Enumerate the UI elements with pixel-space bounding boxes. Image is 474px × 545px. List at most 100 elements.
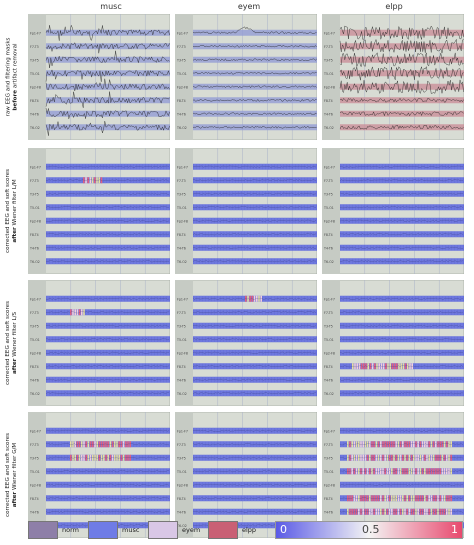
channel-label: T4-T6 [323, 246, 333, 250]
channel-label: T5-O1 [176, 470, 187, 474]
panel-eyem-row0: Fp1-F7 F7-T3 T3-T5 T5-O1 Fp2-F8 F8-T4 T4-T6 T6-… [175, 14, 317, 140]
channel-label: Fp1-F7 [30, 165, 41, 169]
channel-label: Fp2-F8 [30, 483, 41, 487]
channel-label: F8-T4 [177, 497, 186, 501]
legend-item-norm: norm [28, 521, 79, 539]
channel-label: T6-O2 [176, 126, 187, 130]
row-label-3: corrected EEG and soft scores after Wiene… [5, 433, 18, 517]
channel-label: F7-T3 [177, 443, 186, 447]
channel-label: T3-T5 [176, 324, 186, 328]
channel-label: T3-T5 [323, 192, 333, 196]
channel-label: Fp1-F7 [324, 31, 335, 35]
channel-label: T4-T6 [29, 510, 39, 514]
panel-eyem-row2: Fp1-F7 F7-T3 T3-T5 T5-O1 Fp2-F8 F8-T4 T4-T6 T6-… [175, 280, 317, 406]
channel-label: T5-O1 [176, 72, 187, 76]
channel-label: T5-O1 [29, 206, 40, 210]
channel-label: T6-O2 [29, 392, 40, 396]
channel-label: T3-T5 [323, 58, 333, 62]
channel-label: Fp1-F7 [30, 31, 41, 35]
channel-label: F8-T4 [177, 233, 186, 237]
panel-eyem-row1: Fp1-F7 F7-T3 T3-T5 T5-O1 Fp2-F8 F8-T4 T4-T6 T6-… [175, 148, 317, 274]
panel-musc-row1: Fp1-F7 F7-T3 T3-T5 T5-O1 Fp2-F8 F8-T4 T4-T6 T6-… [28, 148, 170, 274]
legend-item-eyem: eyem [148, 521, 200, 539]
channel-label: T3-T5 [29, 456, 39, 460]
row-label-0: raw EEG and filtering masks before artifa… [5, 37, 19, 117]
channel-label: Fp2-F8 [177, 85, 188, 89]
channel-label: T6-O2 [29, 260, 40, 264]
channel-label: T4-T6 [176, 112, 186, 116]
channel-label: T5-O1 [176, 206, 187, 210]
colorbar-mid-label: 0.5 [362, 523, 380, 536]
channel-label: F7-T3 [177, 311, 186, 315]
channel-label: Fp2-F8 [177, 351, 188, 355]
channel-label: Fp2-F8 [177, 483, 188, 487]
panel-elpp-row1: Fp1-F7 F7-T3 T3-T5 T5-O1 Fp2-F8 F8-T4 T4-T6 T6-… [322, 148, 464, 274]
channel-label: T5-O1 [29, 72, 40, 76]
legend-label-norm: norm [62, 526, 79, 534]
channel-label: T5-O1 [323, 338, 334, 342]
panel-musc-row3: Fp1-F7F7-T3T3-T5T5-O1Fp2-F8F8-T4T4-T6T6-… [28, 412, 170, 538]
panel-eyem-row3: Fp1-F7 F7-T3 T3-T5 T5-O1 Fp2-F8 F8-T4 T4-T6 T6-… [175, 412, 317, 538]
channel-label: T3-T5 [323, 324, 333, 328]
channel-label: F8-T4 [324, 233, 333, 237]
channel-label: Fp1-F7 [177, 429, 188, 433]
channel-label: T6-O2 [176, 260, 187, 264]
channel-label: T4-T6 [176, 246, 186, 250]
channel-label: Fp2-F8 [177, 219, 188, 223]
colorbar-max-label: 1 [451, 523, 458, 536]
channel-label: F7-T3 [30, 45, 39, 49]
channel-label: T5-O1 [176, 338, 187, 342]
channel-label: T6-O2 [323, 260, 334, 264]
channel-label: F8-T4 [30, 365, 39, 369]
channel-label: Fp2-F8 [324, 219, 335, 223]
channel-label: T4-T6 [29, 112, 39, 116]
panel-elpp-row2: Fp1-F7 F7-T3 T3-T5 T5-O1 Fp2-F8 F8-T4 T4-T6 T6-… [322, 280, 464, 406]
channel-label: F7-T3 [324, 179, 333, 183]
channel-label: Fp1-F7 [324, 297, 335, 301]
channel-label: T4-T6 [323, 378, 333, 382]
channel-label: F7-T3 [30, 311, 39, 315]
channel-label: Fp1-F7 [177, 165, 188, 169]
channel-label: F7-T3 [324, 311, 333, 315]
legend-label-eyem: eyem [182, 526, 201, 534]
channel-label: F7-T3 [324, 45, 333, 49]
channel-label: F8-T4 [30, 99, 39, 103]
column-title-eyem: eyem [237, 2, 261, 11]
channel-label: Fp1-F7 [324, 429, 335, 433]
channel-label: T4-T6 [323, 112, 333, 116]
channel-label: T3-T5 [323, 456, 333, 460]
channel-label: T4-T6 [176, 378, 186, 382]
channel-label: F7-T3 [324, 443, 333, 447]
channel-label: F7-T3 [177, 179, 186, 183]
panel-musc-row2: Fp1-F7 F7-T3 T3-T5 T5-O1 Fp2-F8 F8-T4 T4-T6 T6-… [28, 280, 170, 406]
channel-label: T3-T5 [176, 192, 186, 196]
channel-label: F8-T4 [30, 233, 39, 237]
panel-elpp-row0: Fp1-F7 F7-T3 T3-T5 T5-O1 Fp2-F8 F8-T4 T4-T6 T6-… [322, 14, 464, 140]
channel-label: F8-T4 [324, 99, 333, 103]
channel-label: F7-T3 [177, 45, 186, 49]
column-title-musc: musc [100, 2, 122, 11]
channel-label: T4-T6 [29, 378, 39, 382]
legend-label-elpp: elpp [242, 526, 257, 534]
channel-label: F7-T3 [30, 443, 39, 447]
channel-label: T6-O2 [176, 392, 187, 396]
legend-swatch-musc [88, 521, 118, 539]
legend-item-elpp: elpp [208, 521, 256, 539]
colorbar-min-label: 0 [280, 523, 287, 536]
channel-label: T5-O1 [29, 338, 40, 342]
channel-label: T6-O2 [176, 524, 187, 528]
channel-label: T5-O1 [323, 470, 334, 474]
channel-label: T6-O2 [323, 126, 334, 130]
channel-label: F8-T4 [30, 497, 39, 501]
row-label-2: corrected EEG and soft scores after Wiene… [5, 301, 18, 385]
channel-label: Fp1-F7 [30, 429, 41, 433]
channel-label: Fp2-F8 [324, 483, 335, 487]
channel-label: Fp1-F7 [30, 297, 41, 301]
channel-label: T3-T5 [176, 456, 186, 460]
channel-label: T5-O1 [323, 72, 334, 76]
channel-label: Fp1-F7 [177, 297, 188, 301]
channel-label: F8-T4 [177, 365, 186, 369]
legend-swatch-elpp [208, 521, 238, 539]
legend-label-musc: musc [122, 526, 140, 534]
column-title-elpp: elpp [385, 2, 403, 11]
